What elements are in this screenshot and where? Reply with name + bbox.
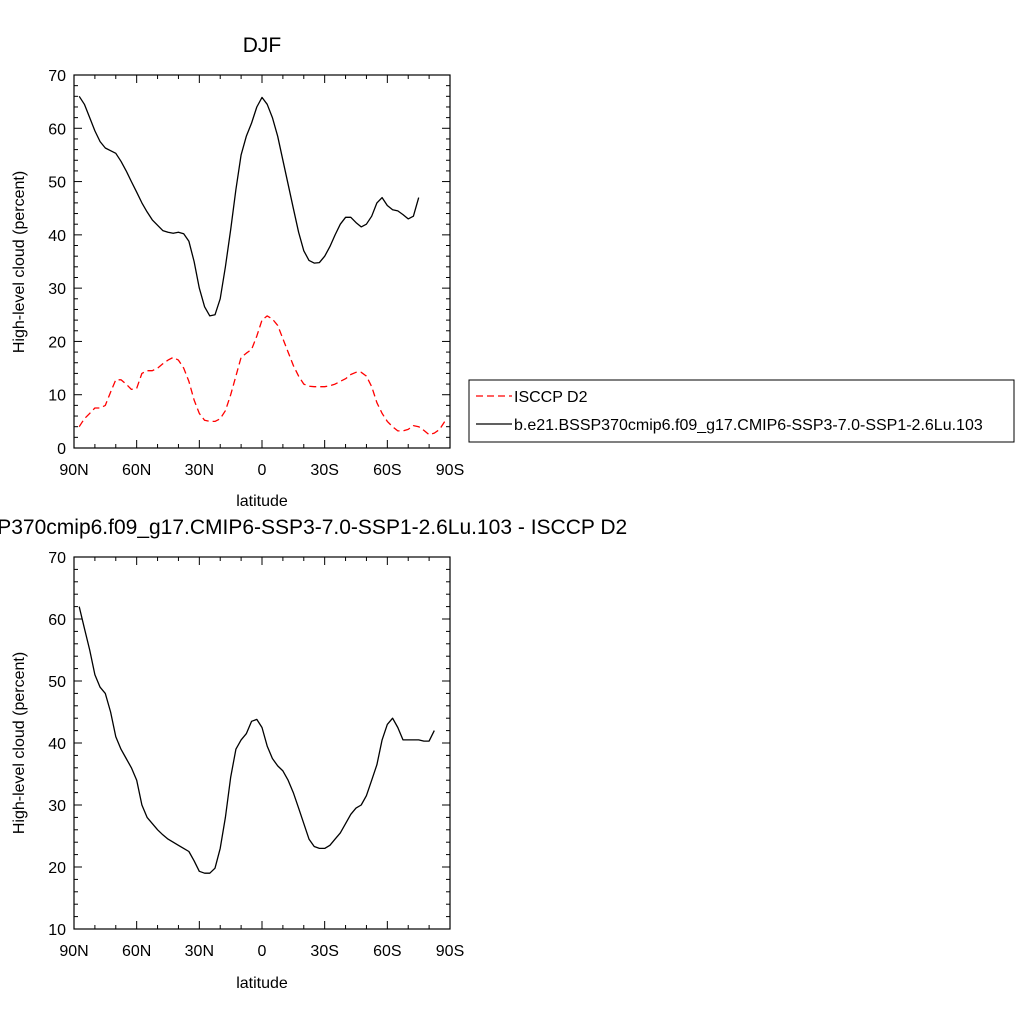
y-tick-label: 60 <box>48 612 66 629</box>
top-panel-y-axis-label: High-level cloud (percent) <box>11 171 28 353</box>
x-tick-label: 90S <box>436 462 464 479</box>
bottom-panel-axes: 90N 60N 30N 0 30S 60S 90S 10 20 30 40 50 60 70 <box>48 550 464 960</box>
y-tick-label: 40 <box>48 736 66 753</box>
plot-frame <box>73 74 451 449</box>
y-tick-label: 60 <box>48 121 66 138</box>
y-tick-label: 10 <box>48 388 66 405</box>
bottom-panel-series <box>78 606 435 874</box>
top-panel-axes: 90N 60N 30N 0 30S 60S 90S 0 10 20 30 40 50 60 70 <box>48 68 464 479</box>
bottom-panel: b.e21.BSSP370cmip6.f09_g17.CMIP6-SSP3-7.… <box>0 516 627 992</box>
y-tick-label: 20 <box>48 334 66 351</box>
legend-label-isccp: ISCCP D2 <box>514 389 588 406</box>
y-tick-label: 50 <box>48 175 66 192</box>
x-tick-label: 30S <box>310 462 338 479</box>
y-tick-label: 50 <box>48 674 66 691</box>
top-panel-series <box>78 95 446 436</box>
y-tick-label: 0 <box>57 441 66 458</box>
x-tick-label: 60N <box>122 462 151 479</box>
y-tick-label: 10 <box>48 922 66 939</box>
x-tick-label: 0 <box>258 943 267 960</box>
x-tick-label: 30N <box>185 943 214 960</box>
isccp-d2-line <box>78 315 446 436</box>
x-tick-label: 90N <box>59 462 88 479</box>
model-line <box>78 606 435 874</box>
bottom-panel-title: b.e21.BSSP370cmip6.f09_g17.CMIP6-SSP3-7.… <box>0 516 627 539</box>
x-tick-label: 90N <box>59 943 88 960</box>
x-tick-label: 30N <box>185 462 214 479</box>
plot-frame <box>73 556 451 930</box>
y-tick-label: 40 <box>48 228 66 245</box>
legend-label-model: b.e21.BSSP370cmip6.f09_g17.CMIP6-SSP3-7.… <box>514 417 983 434</box>
y-tick-label: 20 <box>48 860 66 877</box>
legend-box <box>468 379 1015 443</box>
legend: ISCCP D2 b.e21.BSSP370cmip6.f09_g17.CMIP… <box>468 379 1015 443</box>
top-panel-x-axis-label: latitude <box>236 493 288 510</box>
x-tick-label: 0 <box>258 462 267 479</box>
top-panel-title: DJF <box>243 34 282 57</box>
y-tick-label: 30 <box>48 281 66 298</box>
x-tick-label: 60S <box>373 462 401 479</box>
y-tick-label: 30 <box>48 798 66 815</box>
bottom-panel-y-axis-label: High-level cloud (percent) <box>11 652 28 834</box>
x-tick-label: 60S <box>373 943 401 960</box>
y-tick-label: 70 <box>48 550 66 567</box>
x-tick-label: 60N <box>122 943 151 960</box>
top-panel: DJF High-level cloud (percent) latitude … <box>11 34 464 510</box>
bottom-panel-x-axis-label: latitude <box>236 975 288 992</box>
x-tick-label: 90S <box>436 943 464 960</box>
x-tick-label: 30S <box>310 943 338 960</box>
model-line <box>78 95 420 317</box>
y-tick-label: 70 <box>48 68 66 85</box>
